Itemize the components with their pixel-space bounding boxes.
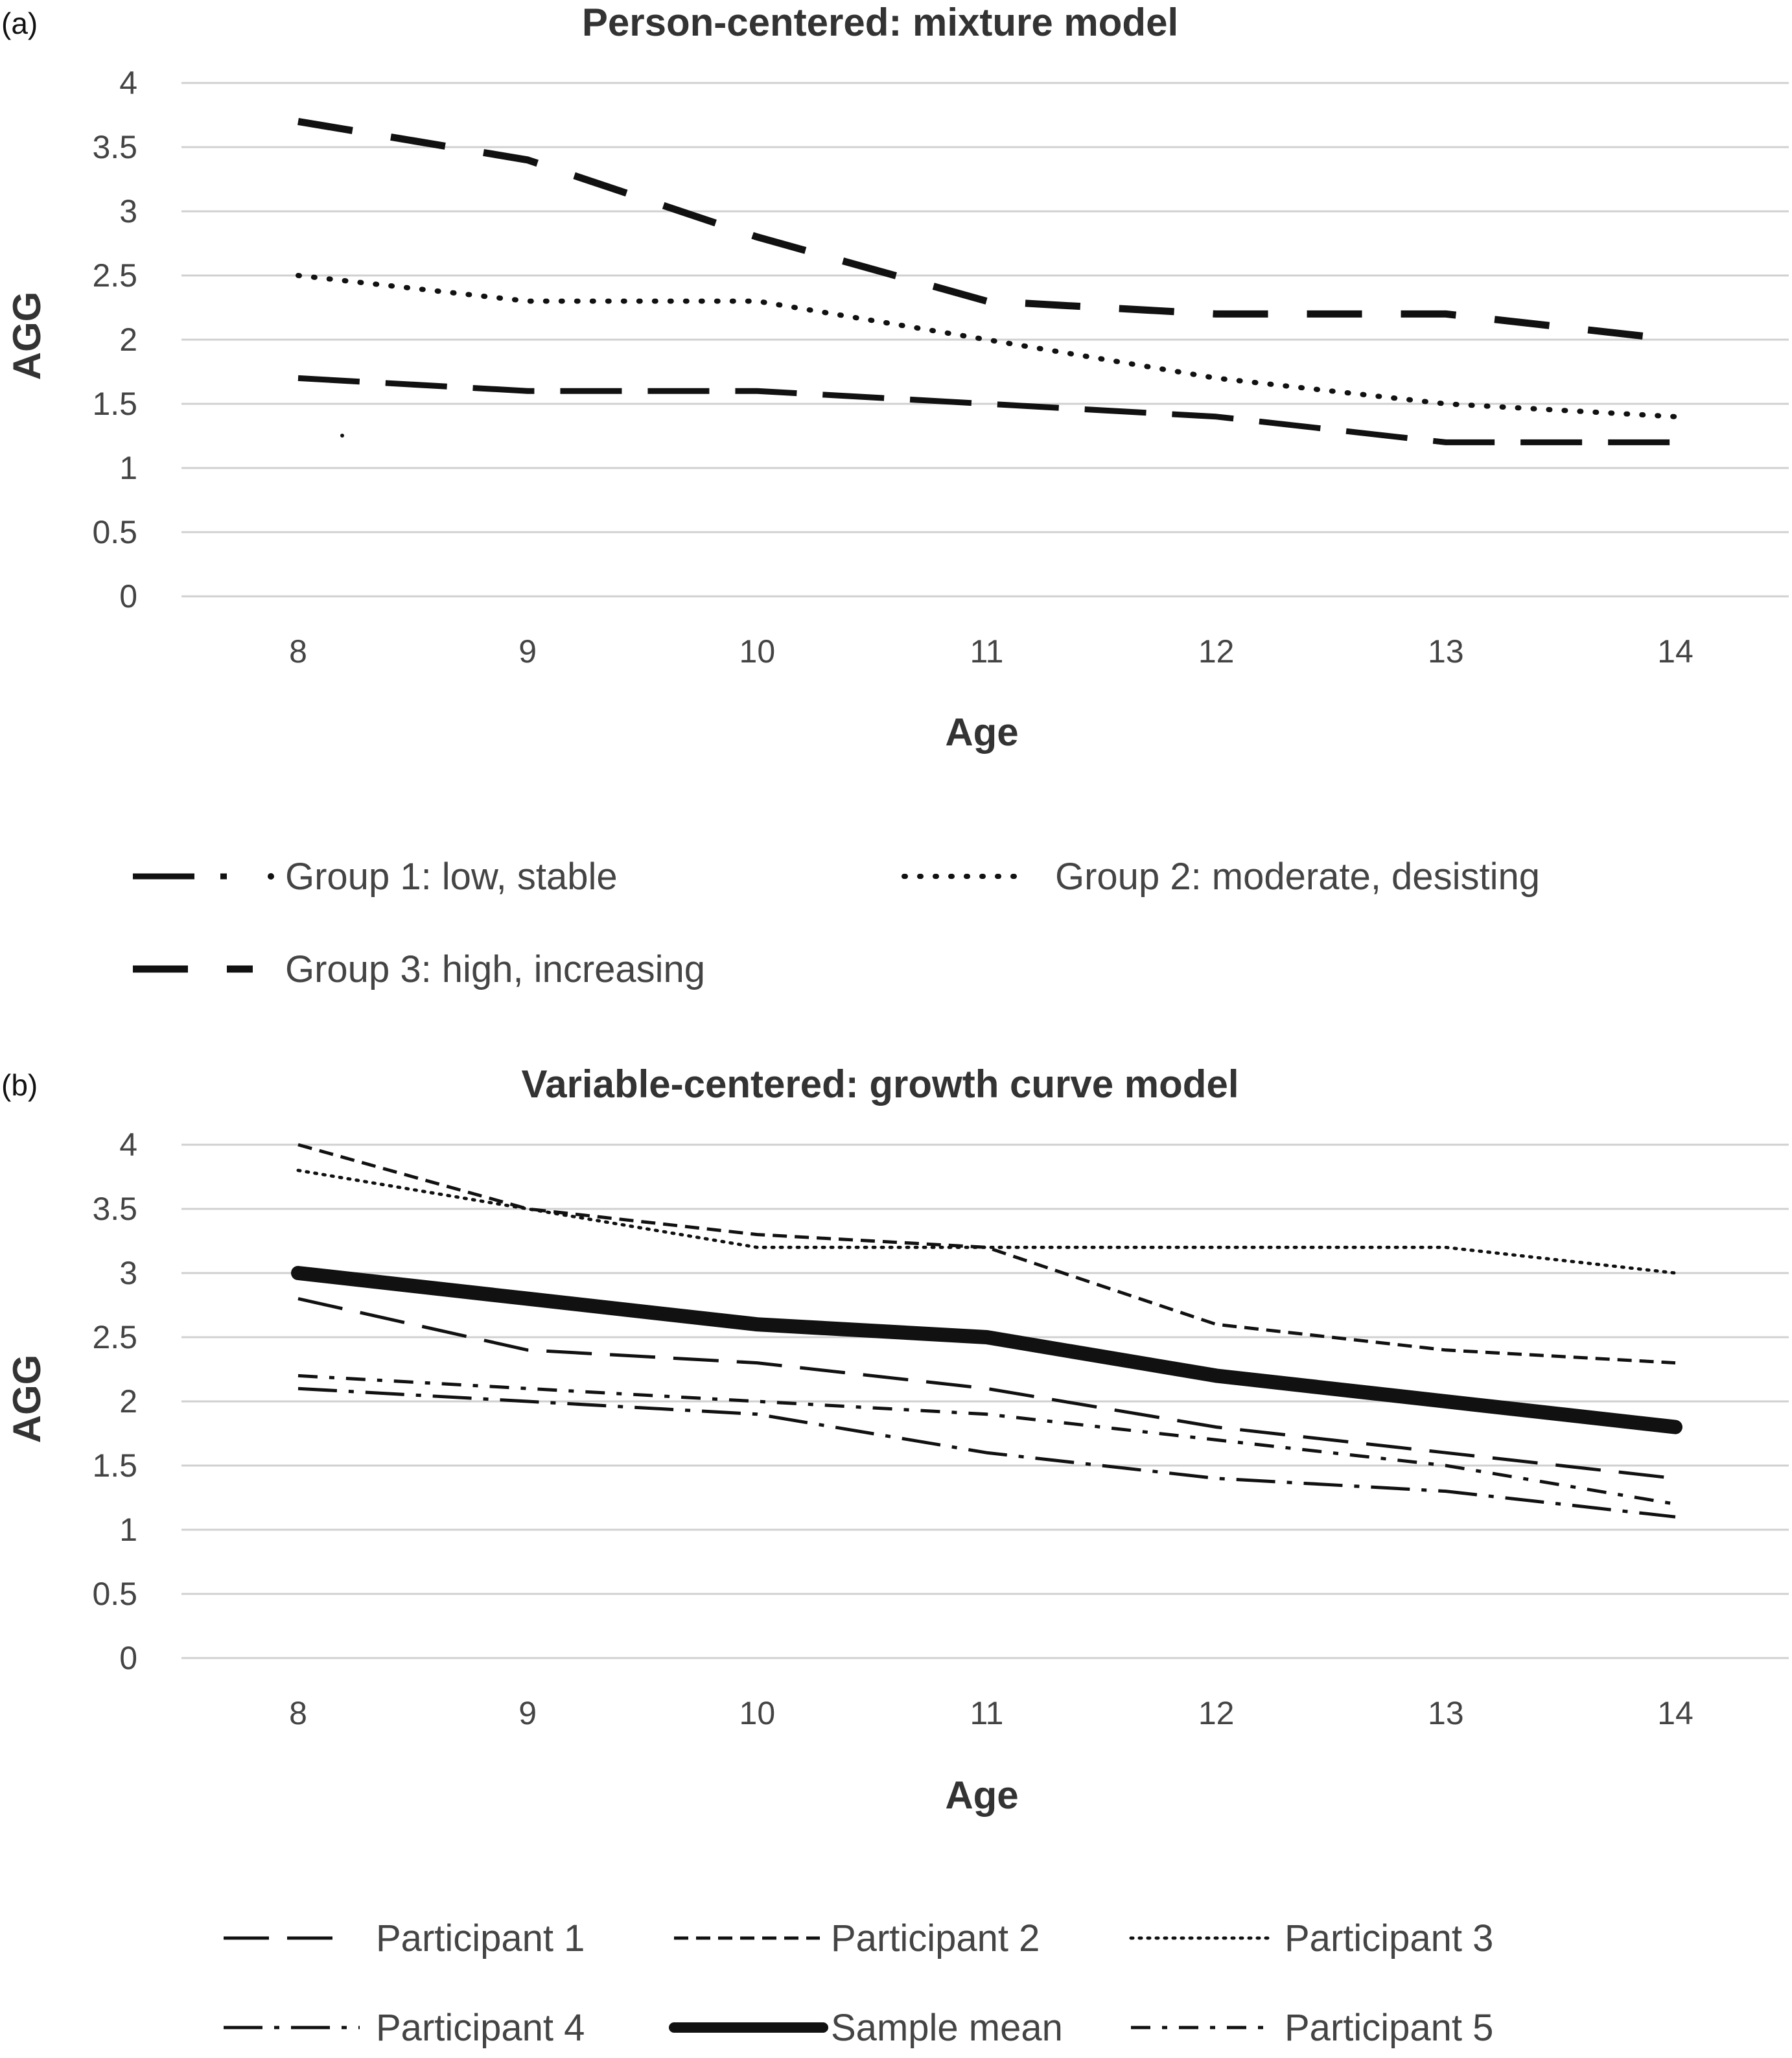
x-tick-label: 13 bbox=[1428, 1695, 1464, 1731]
x-tick-label: 11 bbox=[970, 1695, 1004, 1731]
x-tick-label: 14 bbox=[1657, 633, 1693, 670]
legend-label-group-3: Group 3: high, increasing bbox=[285, 948, 705, 990]
panel-a-title: Person-centered: mixture model bbox=[582, 1, 1178, 44]
series-line-participant-3 bbox=[296, 1169, 1677, 1275]
panel-a-y-tick-labels: 0 0.5 1 1.5 2 2.5 3 3.5 4 bbox=[92, 65, 137, 614]
y-tick-label: 1.5 bbox=[92, 386, 137, 422]
panel-b-title: Variable-centered: growth curve model bbox=[522, 1062, 1239, 1106]
y-tick-label: 1.5 bbox=[92, 1447, 137, 1484]
x-tick-label: 9 bbox=[518, 633, 537, 670]
x-tick-label: 12 bbox=[1198, 633, 1235, 670]
y-tick-label: 2.5 bbox=[92, 257, 137, 294]
x-tick-label: 14 bbox=[1657, 1695, 1693, 1731]
y-tick-label: 0.5 bbox=[92, 1576, 137, 1612]
legend-label-group-1: Group 1: low, stable bbox=[285, 856, 618, 898]
y-tick-label: 0 bbox=[119, 578, 137, 614]
panel-a-label: (a) bbox=[1, 6, 38, 40]
x-tick-label: 8 bbox=[289, 1695, 307, 1731]
panel-b-series-lines bbox=[291, 1143, 1682, 1519]
legend-label-sample-mean: Sample mean bbox=[831, 2007, 1063, 2049]
series-line-group-2-moderate-desisting bbox=[296, 273, 1678, 419]
y-tick-label: 1 bbox=[119, 1512, 137, 1548]
panel-b-x-axis-title: Age bbox=[945, 1773, 1018, 1817]
y-tick-label: 0 bbox=[119, 1640, 137, 1676]
series-line-group-3-high-increasing bbox=[297, 117, 1676, 344]
panel-a-y-axis-title: AGG bbox=[5, 292, 49, 380]
y-tick-label: 4 bbox=[119, 65, 137, 101]
legend-label-participant-2: Participant 2 bbox=[831, 1917, 1040, 1959]
series-line-sample-mean bbox=[291, 1266, 1682, 1434]
panel-b-label: (b) bbox=[1, 1068, 38, 1102]
x-tick-label: 8 bbox=[289, 633, 307, 670]
panel-a-x-tick-labels: 8 9 10 11 12 13 14 bbox=[289, 633, 1693, 670]
y-tick-label: 3.5 bbox=[92, 1191, 137, 1227]
legend-label-group-2: Group 2: moderate, desisting bbox=[1055, 856, 1540, 898]
legend-label-participant-5: Participant 5 bbox=[1285, 2007, 1493, 2049]
panel-b-gridlines bbox=[181, 1143, 1789, 1659]
y-tick-label: 2 bbox=[119, 1383, 137, 1420]
series-line-group-1-low-stable bbox=[297, 375, 1675, 445]
x-tick-label: 12 bbox=[1198, 1695, 1235, 1731]
panel-b-y-tick-labels: 0 0.5 1 1.5 2 2.5 3 3.5 4 bbox=[92, 1127, 137, 1676]
series-line-participant-4 bbox=[297, 1386, 1676, 1519]
panel-b-y-axis-title: AGG bbox=[5, 1355, 49, 1444]
x-tick-label: 11 bbox=[970, 633, 1004, 670]
legend-label-participant-4: Participant 4 bbox=[376, 2007, 585, 2049]
y-tick-label: 4 bbox=[119, 1127, 137, 1163]
y-tick-label: 1 bbox=[119, 450, 137, 486]
series-line-participant-5 bbox=[297, 1374, 1676, 1506]
y-tick-label: 3 bbox=[119, 1255, 137, 1291]
panel-a-x-axis-title: Age bbox=[945, 710, 1018, 754]
panel-a-series-lines bbox=[296, 117, 1678, 445]
series-line-participant-2 bbox=[297, 1143, 1676, 1365]
panel-b-x-tick-labels: 8 9 10 11 12 13 14 bbox=[289, 1695, 1693, 1731]
panel-a-gridlines bbox=[181, 82, 1789, 598]
x-tick-label: 9 bbox=[518, 1695, 537, 1731]
panel-b: (b) Variable-centered: growth curve mode… bbox=[1, 1062, 1789, 2049]
y-tick-label: 0.5 bbox=[92, 514, 137, 550]
x-tick-label: 13 bbox=[1428, 633, 1464, 670]
legend-label-participant-1: Participant 1 bbox=[376, 1917, 585, 1959]
legend-label-participant-3: Participant 3 bbox=[1285, 1917, 1493, 1959]
y-tick-label: 3 bbox=[119, 193, 137, 229]
panel-b-legend: Participant 1 Participant 2 Participant … bbox=[224, 1917, 1493, 2049]
series-line-participant-1 bbox=[297, 1297, 1676, 1480]
y-tick-label: 3.5 bbox=[92, 129, 137, 165]
panel-a: (a) Person-centered: mixture model 0 0.5 1… bbox=[1, 1, 1789, 990]
legend-marker-group-1 bbox=[268, 873, 274, 880]
y-tick-label: 2 bbox=[119, 322, 137, 358]
x-tick-label: 10 bbox=[739, 633, 776, 670]
panel-a-legend: Group 1: low, stable Group 2: moderate, … bbox=[133, 856, 1540, 990]
y-tick-label: 2.5 bbox=[92, 1319, 137, 1355]
panel-a-stray-dot bbox=[340, 434, 344, 438]
x-tick-label: 10 bbox=[739, 1695, 776, 1731]
